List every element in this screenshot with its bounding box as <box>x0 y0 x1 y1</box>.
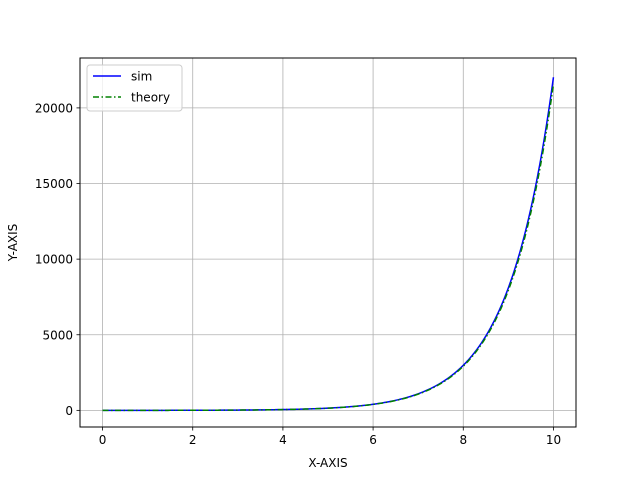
series-line-sim <box>102 77 555 412</box>
series-line-theory <box>102 83 555 412</box>
x-tick-label: 10 <box>546 433 561 447</box>
x-tick-label: 8 <box>459 433 467 447</box>
x-tick-label: 0 <box>99 433 107 447</box>
y-tick-label: 10000 <box>35 253 73 267</box>
y-tick-label: 15000 <box>35 177 73 191</box>
x-tick-label: 6 <box>369 433 377 447</box>
y-axis-ticks: 0 5000 10000 15000 20000 <box>35 101 80 418</box>
y-tick-label: 5000 <box>42 328 73 342</box>
legend-label-theory: theory <box>131 91 170 105</box>
legend-label-sim: sim <box>131 70 152 84</box>
x-axis-ticks: 0 2 4 6 8 10 <box>99 427 561 447</box>
x-tick-label: 4 <box>279 433 287 447</box>
y-axis-label: Y-AXIS <box>6 224 20 263</box>
gridlines <box>80 58 576 427</box>
series-lines <box>102 77 555 412</box>
x-axis-label: X-AXIS <box>308 456 347 470</box>
y-tick-label: 20000 <box>35 101 73 115</box>
x-tick-label: 2 <box>189 433 197 447</box>
plot-frame <box>79 57 577 428</box>
y-tick-label: 0 <box>65 404 73 418</box>
legend: sim theory <box>86 64 183 112</box>
